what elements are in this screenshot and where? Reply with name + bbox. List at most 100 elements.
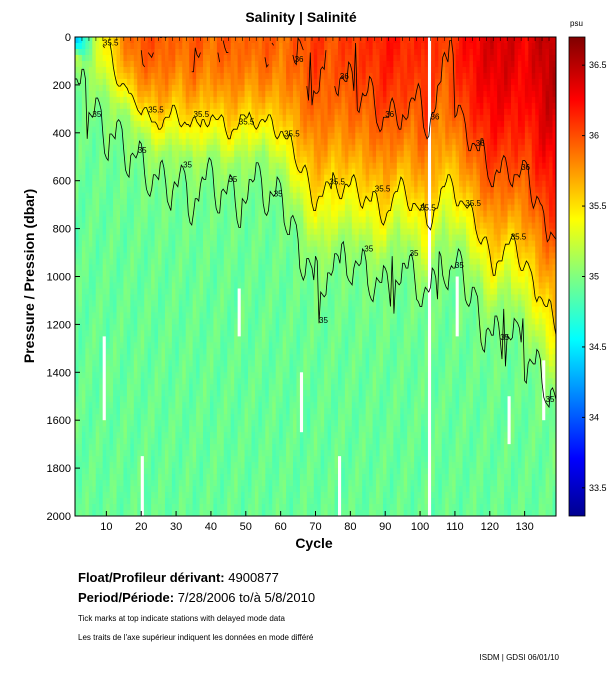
- heatmap-cell: [130, 300, 135, 308]
- heatmap-cell: [113, 198, 118, 206]
- heatmap-cell: [234, 264, 239, 272]
- heatmap-cell: [175, 222, 180, 230]
- heatmap-cell: [126, 468, 131, 475]
- heatmap-cell: [92, 156, 97, 164]
- heatmap-cell: [168, 384, 173, 391]
- heatmap-cell: [178, 192, 183, 200]
- heatmap-cell: [189, 372, 194, 379]
- heatmap-cell: [220, 132, 225, 140]
- heatmap-cell: [279, 402, 284, 409]
- heatmap-cell: [133, 456, 138, 463]
- heatmap-cell: [78, 37, 83, 44]
- heatmap-cell: [161, 426, 166, 433]
- heatmap-cell: [95, 258, 100, 266]
- heatmap-cell: [123, 450, 128, 457]
- heatmap-cell: [147, 90, 152, 98]
- heatmap-cell: [151, 420, 156, 427]
- heatmap-cell: [223, 342, 228, 349]
- heatmap-cell: [227, 300, 232, 308]
- heatmap-cell: [272, 186, 277, 194]
- heatmap-cell: [272, 174, 277, 182]
- heatmap-cell: [209, 156, 215, 164]
- heatmap-cell: [144, 378, 149, 385]
- heatmap-cell: [251, 168, 256, 176]
- heatmap-cell: [168, 354, 173, 361]
- heatmap-cell: [192, 510, 197, 516]
- heatmap-cell: [102, 504, 107, 511]
- heatmap-cell: [258, 228, 263, 236]
- heatmap-cell: [213, 384, 218, 391]
- heatmap-cell: [126, 96, 131, 104]
- heatmap-cell: [196, 42, 201, 50]
- heatmap-cell: [265, 390, 270, 397]
- heatmap-cell: [164, 186, 170, 194]
- heatmap-cell: [126, 234, 131, 242]
- heatmap-cell: [185, 48, 190, 56]
- heatmap-cell: [147, 372, 152, 379]
- heatmap-cell: [158, 54, 163, 62]
- heatmap-cell: [241, 486, 246, 493]
- heatmap-cell: [171, 462, 176, 469]
- heatmap-cell: [192, 37, 197, 44]
- heatmap-cell: [116, 42, 121, 50]
- heatmap-cell: [268, 474, 273, 481]
- heatmap-cell: [140, 414, 145, 421]
- heatmap-cell: [182, 444, 187, 451]
- heatmap-cell: [258, 72, 263, 80]
- heatmap-cell: [161, 186, 166, 194]
- heatmap-cell: [178, 414, 183, 421]
- heatmap-cell: [230, 84, 235, 92]
- heatmap-cell: [199, 390, 204, 397]
- heatmap-cell: [158, 348, 163, 355]
- heatmap-cell: [196, 270, 201, 278]
- heatmap-cell: [106, 180, 111, 188]
- heatmap-cell: [81, 150, 86, 158]
- heatmap-cell: [75, 282, 80, 290]
- heatmap-cell: [261, 432, 266, 439]
- heatmap-cell: [151, 480, 156, 487]
- heatmap-cell: [123, 468, 128, 475]
- heatmap-cell: [92, 330, 97, 337]
- heatmap-cell: [209, 240, 215, 248]
- heatmap-cell: [199, 360, 204, 367]
- heatmap-cell: [286, 204, 291, 212]
- heatmap-cell: [164, 456, 170, 463]
- heatmap-cell: [182, 246, 187, 254]
- heatmap-cell: [286, 402, 291, 409]
- heatmap-cell: [137, 480, 142, 487]
- heatmap-cell: [230, 498, 235, 505]
- heatmap-cell: [92, 342, 97, 349]
- heatmap-cell: [92, 180, 97, 188]
- heatmap-cell: [106, 420, 111, 427]
- heatmap-cell: [234, 288, 239, 296]
- heatmap-cell: [144, 54, 149, 62]
- heatmap-cell: [248, 126, 253, 134]
- heatmap-cell: [133, 126, 138, 134]
- heatmap-cell: [196, 276, 201, 284]
- heatmap-cell: [130, 510, 135, 516]
- heatmap-cell: [189, 60, 194, 68]
- heatmap-cell: [261, 372, 266, 379]
- heatmap-cell: [81, 270, 86, 278]
- heatmap-cell: [126, 48, 131, 56]
- heatmap-cell: [151, 210, 156, 218]
- heatmap-cell: [227, 246, 232, 254]
- heatmap-cell: [137, 348, 142, 355]
- heatmap-cell: [137, 126, 142, 134]
- heatmap-cell: [147, 456, 152, 463]
- heatmap-cell: [206, 402, 211, 409]
- heatmap-cell: [192, 450, 197, 457]
- heatmap-cell: [133, 162, 138, 170]
- heatmap-cell: [185, 78, 190, 86]
- heatmap-cell: [95, 390, 100, 397]
- heatmap-cell: [154, 450, 159, 457]
- heatmap-cell: [119, 114, 125, 122]
- heatmap-cell: [216, 462, 221, 469]
- heatmap-cell: [161, 72, 166, 80]
- heatmap-cell: [227, 456, 232, 463]
- heatmap-cell: [196, 264, 201, 272]
- heatmap-cell: [147, 462, 152, 469]
- heatmap-cell: [279, 90, 284, 98]
- heatmap-cell: [286, 132, 291, 140]
- heatmap-cell: [137, 174, 142, 182]
